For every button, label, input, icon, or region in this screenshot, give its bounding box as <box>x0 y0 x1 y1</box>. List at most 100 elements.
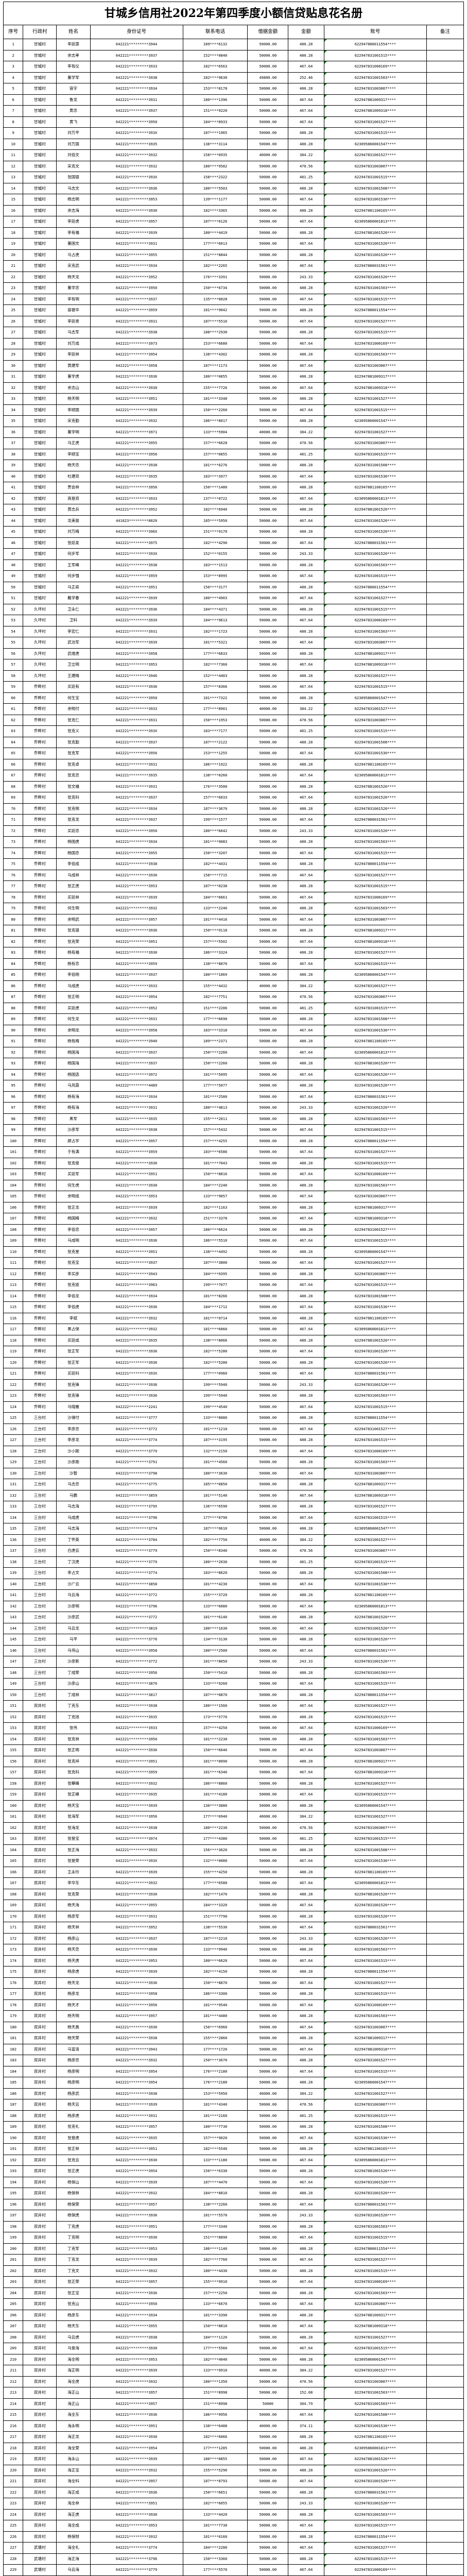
cell-idno: 642221*********3931 <box>90 2110 183 2122</box>
cell-loan: 50000.00 <box>247 770 289 782</box>
cell-village: 乔畔村 <box>23 770 57 782</box>
comment-marker-icon <box>324 2365 327 2368</box>
cell-note <box>426 936 464 947</box>
cell-seq: 178 <box>3 1999 24 2011</box>
comment-marker-icon <box>324 2122 327 2124</box>
cell-village: 双井村 <box>23 2121 57 2133</box>
cell-idno: 642221*********396X <box>90 526 183 538</box>
cell-note <box>426 1689 464 1701</box>
cell-name: 杨国梅 <box>56 1213 91 1225</box>
cell-phone: 180****2230 <box>182 1822 248 1834</box>
cell-village: 双井村 <box>23 2464 57 2476</box>
cell-phone: 150****2260 <box>182 1058 248 1070</box>
cell-loan: 50000.00 <box>247 603 289 615</box>
cell-name: 刘万成 <box>56 337 91 349</box>
cell-village: 双井村 <box>23 1910 57 1922</box>
cell-loan: 50000.00 <box>247 2221 289 2232</box>
cell-note <box>426 637 464 649</box>
cell-village: 乔畔村 <box>23 1246 57 1258</box>
cell-idno: 642221*********3950 <box>90 825 183 837</box>
comment-marker-icon <box>324 2022 327 2025</box>
cell-phone: 153****8178 <box>182 83 248 95</box>
cell-village: 三台村 <box>23 1600 57 1612</box>
table-row: 33 甘城村 杨天明 642221*********3951 181****3348 50… <box>3 393 464 405</box>
cell-name: 杨天林 <box>56 1922 91 1934</box>
comment-marker-icon <box>324 615 327 618</box>
cell-note <box>426 1600 464 1612</box>
cell-amount: 384.22 <box>288 703 324 715</box>
cell-name: 马云龙 <box>56 1622 91 1634</box>
cell-account: 622947880011554**** <box>323 1412 427 1424</box>
comment-marker-icon <box>324 2221 327 2224</box>
cell-seq: 167 <box>3 1877 24 1889</box>
comment-marker-icon <box>324 1180 327 1183</box>
cell-seq: 141 <box>3 1589 24 1601</box>
cell-name: 李佰明 <box>56 969 91 981</box>
cell-village: 乔畔村 <box>23 1257 57 1269</box>
cell-phone: 182****4150 <box>182 1966 248 1978</box>
cell-note <box>426 1811 464 1823</box>
cell-loan: 50000.00 <box>247 393 289 405</box>
cell-amount: 470.56 <box>288 2099 324 2111</box>
cell-account: 623095860001547**** <box>323 415 427 427</box>
cell-note <box>426 2010 464 2022</box>
cell-idno: 642221*********3952 <box>90 1922 183 1934</box>
cell-name: 杨彦虎 <box>56 2110 91 2122</box>
cell-idno: 642221*********3932 <box>90 2376 183 2387</box>
cell-idno: 642221*********3934 <box>90 1091 183 1103</box>
cell-phone: 184****9395 <box>182 1268 248 1280</box>
cell-idno: 642221*********3938 <box>90 2088 183 2099</box>
cell-name: 何生明 <box>56 903 91 914</box>
cell-account: 622947831001515**** <box>323 847 427 859</box>
cell-note <box>426 659 464 671</box>
cell-name: 黑占保 <box>56 1324 91 1335</box>
comment-marker-icon <box>324 2088 327 2091</box>
cell-village: 甘城村 <box>23 315 57 327</box>
cell-idno: 642221*********3876 <box>90 1678 183 1690</box>
cell-amount: 467.64 <box>288 936 324 947</box>
table-row: 176 双井村 杨天龙 642221*********3936 150****8870 5… <box>3 1977 464 1989</box>
cell-account: 622947831001527**** <box>323 315 427 327</box>
cell-loan: 50000.00 <box>247 2509 289 2520</box>
cell-village: 双井村 <box>23 1877 57 1889</box>
cell-amount: 467.64 <box>288 337 324 349</box>
cell-name: 杨彦龙 <box>56 1988 91 2000</box>
comment-marker-icon <box>324 1944 327 1947</box>
table-row: 211 双井村 海正明 642221*********3939 133****9910 4… <box>3 2365 464 2377</box>
cell-phone: 152****4403 <box>182 670 248 682</box>
cell-seq: 9 <box>3 127 24 139</box>
cell-account: 622947831001515**** <box>323 2520 427 2532</box>
cell-idno: 642221*********3939 <box>90 1966 183 1978</box>
cell-seq: 114 <box>3 1290 24 1302</box>
table-row: 54 久坪村 李宏仁 642221*********3931 182****1723 50… <box>3 625 464 637</box>
cell-amount: 480.28 <box>288 1312 324 1324</box>
cell-village: 双井村 <box>23 2276 57 2288</box>
cell-phone: 177****6833 <box>182 648 248 659</box>
cell-amount: 480.28 <box>288 1080 324 1092</box>
cell-seq: 132 <box>3 1489 24 1501</box>
cell-loan: 50000.00 <box>247 271 289 283</box>
cell-note <box>426 692 464 704</box>
cell-name: 张海龙 <box>56 1822 91 1834</box>
cell-seq: 165 <box>3 1855 24 1867</box>
cell-loan: 50000.00 <box>247 116 289 128</box>
cell-account: 622947881100165**** <box>323 205 427 216</box>
cell-note <box>426 2553 464 2565</box>
cell-loan: 50000.00 <box>247 1700 289 1712</box>
cell-name: 杨有忠 <box>56 958 91 970</box>
cell-seq: 110 <box>3 1246 24 1258</box>
cell-loan: 50000.00 <box>247 2376 289 2387</box>
cell-note <box>426 2542 464 2554</box>
cell-account: 622947831001520**** <box>323 1900 427 1911</box>
cell-phone: 182****6940 <box>182 504 248 516</box>
comment-marker-icon <box>324 2265 327 2268</box>
cell-phone: 185****5950 <box>182 515 248 527</box>
cell-account: 622947831001515**** <box>323 1556 427 1568</box>
cell-account: 622947831003007**** <box>323 1545 427 1557</box>
comment-marker-icon <box>324 837 327 839</box>
cell-village: 乔畔村 <box>23 869 57 881</box>
cell-phone: 150****1480 <box>182 482 248 494</box>
cell-phone: 180****1630 <box>182 1622 248 1634</box>
cell-amount: 467.64 <box>288 382 324 394</box>
cell-seq: 66 <box>3 758 24 770</box>
